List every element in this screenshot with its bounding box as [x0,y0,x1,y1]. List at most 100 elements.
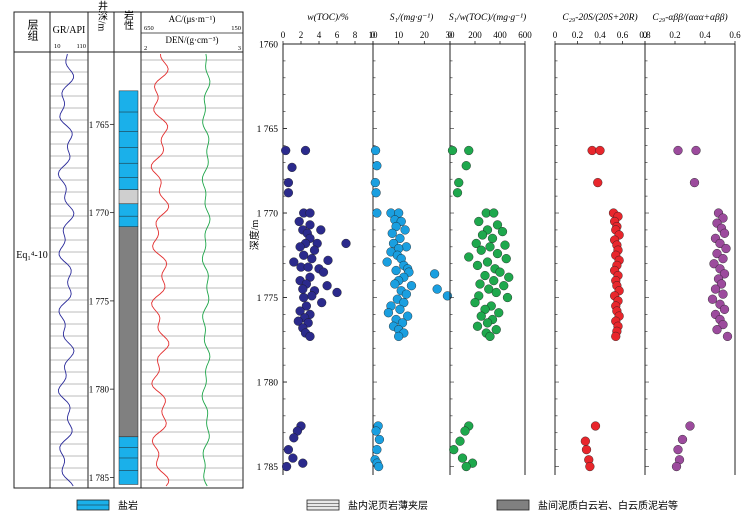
data-point [295,242,305,252]
data-point [485,331,495,342]
panel-title: C₂₉-αββ/(ααα+αββ) [652,12,727,23]
den-header: DEN/(g·cm⁻³) [166,35,219,45]
data-point [300,145,311,156]
data-point [502,292,513,303]
data-point [309,245,320,255]
data-point [722,331,733,342]
data-point [288,453,298,463]
data-point [449,445,459,455]
data-point [464,252,474,262]
x-tick-label: 0 [643,30,648,40]
data-point [341,238,351,249]
data-point [298,284,308,294]
data-point [374,434,385,445]
legend-shale-label: 盐内泥页岩薄夹层 [348,499,428,512]
data-point [303,262,313,272]
data-point [476,311,486,321]
data-point [494,308,504,318]
data-point [371,426,381,436]
data-point [283,188,294,198]
ac-header: AC/(μs·m⁻¹) [169,14,216,24]
gr-track-grid [50,59,88,481]
panel-title: S₁/(mg·g⁻¹) [390,12,434,23]
data-point [283,445,294,455]
data-point [391,265,401,276]
data-point [485,242,495,252]
data-point [289,433,299,443]
den-min-label: 2 [144,45,147,52]
data-point [587,145,597,156]
x-tick-label: 2 [299,30,304,40]
data-point [283,177,294,188]
data-point [454,177,464,188]
ac-track-grid [141,59,243,481]
x-tick-label: 8 [353,30,358,40]
den-curve [201,53,211,487]
data-point [470,298,480,308]
data-point [719,304,730,314]
formation-name: Eq₁⁴-10 [16,250,47,261]
x-tick-label: 6 [335,30,340,40]
salt-layer [118,203,139,228]
x-tick-label: 0.4 [699,30,711,40]
data-point [307,291,317,301]
data-point [677,434,688,445]
gr-min-label: 10 [54,43,61,50]
data-point [372,161,382,171]
data-point [460,426,470,436]
log-depth-tick-label: 1 765 [89,120,110,130]
data-point [487,233,498,243]
x-tick-label: 0.4 [594,30,606,40]
data-point [710,284,721,294]
x-tick-label: 30 [446,30,456,40]
data-point [476,245,486,255]
data-point [317,298,327,308]
lithology-header: 岩性 [122,9,134,31]
x-tick-label: 0.2 [669,30,680,40]
data-point [301,301,312,311]
data-point [495,267,505,277]
panel-toc: 0 2 4 6 8 10 w(TOC)/% [281,12,378,475]
data-point [374,461,384,472]
data-point [455,436,465,446]
legend-item-mudstone: 盐间泥质白云岩、白云质泥岩等 [496,499,678,512]
x-tick-label: 0 [281,30,286,40]
depth-tick-label: 1 785 [257,463,279,473]
scatter-panels: 1760 1 765 1 770 1 775 1 780 1 785 0 2 4 6 8 10 w(TO… [257,12,741,475]
data-point [497,227,508,237]
data-point [371,188,381,198]
data-point [475,279,485,289]
x-tick-label: 0.6 [729,30,741,40]
log-depth-ticks: 1 765 1 770 1 775 1 780 1 785 [89,120,114,483]
data-point [716,279,727,289]
x-tick-label: 0.6 [617,30,629,40]
data-point [712,325,722,335]
panel-title: S₁/w(TOC)/(mg·g⁻¹) [449,12,526,23]
data-point [477,230,488,240]
data-point [715,238,725,249]
data-point [504,272,514,282]
data-point [430,269,440,279]
data-point [482,318,493,328]
legend-salt-label: 盐岩 [118,499,138,512]
data-point [394,331,404,342]
data-point [718,289,728,299]
ac-curve [150,53,170,487]
den-max-label: 3 [238,45,241,52]
data-point [323,255,333,265]
data-point [689,177,700,188]
panel-title: C₂₉-20S/(20S+20R) [562,12,637,23]
data-point [500,240,510,250]
depth-tick-label: 1 775 [257,294,279,304]
x-tick-label: 10 [369,30,379,40]
data-point [395,233,405,243]
legend-mudstone-label: 盐间泥质白云岩、白云质泥岩等 [538,499,678,512]
data-point [387,228,397,238]
data-point [322,281,332,291]
depth-tick-label: 1 780 [257,379,279,389]
formation-header: 层组 [26,19,39,41]
depth-tick-label: 1 765 [257,125,279,135]
